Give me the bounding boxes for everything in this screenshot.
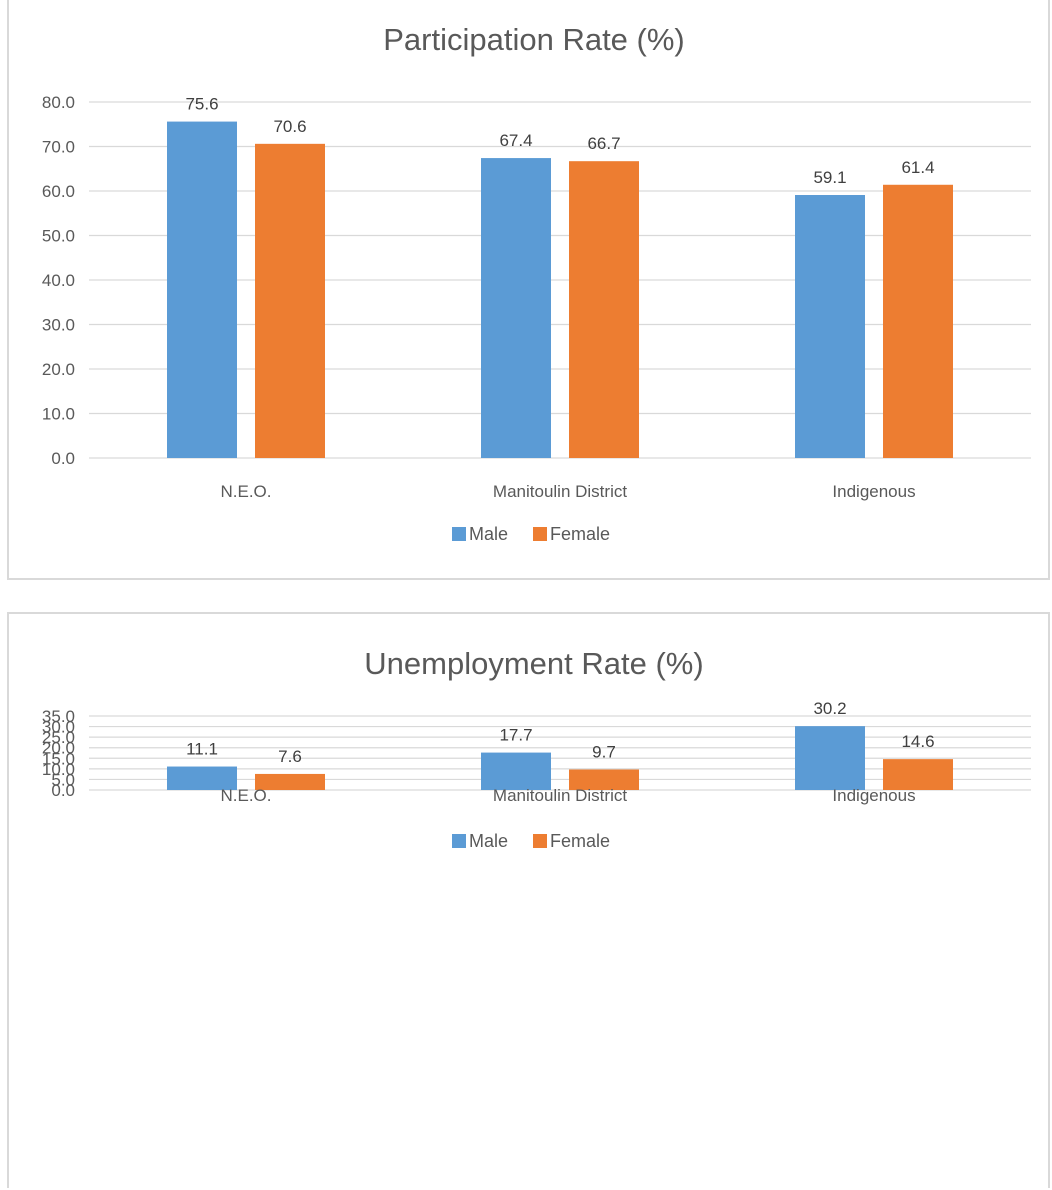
bar-female (255, 773, 325, 790)
bar-male (167, 766, 237, 790)
data-label: 66.7 (587, 134, 620, 153)
y-tick-label: 15.0 (42, 749, 75, 768)
legend-label: Male (469, 831, 508, 851)
category-label: N.E.O. (220, 786, 271, 805)
y-tick-label: 60.0 (42, 182, 75, 201)
category-label: Indigenous (832, 786, 915, 805)
bar-male (795, 195, 865, 458)
chart-title: Unemployment Rate (%) (364, 646, 703, 681)
y-tick-label: 0.0 (51, 449, 75, 468)
legend-label: Male (469, 524, 508, 544)
data-label: 59.1 (813, 168, 846, 187)
data-label: 14.6 (901, 732, 934, 751)
data-label: 17.7 (499, 726, 532, 745)
bar-female (255, 143, 325, 458)
y-tick-label: 70.0 (42, 138, 75, 157)
unemployment-rate-plot: Unemployment Rate (%) 0.05.010.015.020.0… (42, 646, 1031, 851)
category-label: Indigenous (832, 482, 915, 501)
y-tick-label: 20.0 (42, 739, 75, 758)
data-label: 7.6 (278, 747, 302, 766)
category-label: Manitoulin District (493, 786, 627, 805)
legend-label: Female (550, 524, 610, 544)
legend-swatch-male (452, 834, 466, 848)
bar-female (883, 759, 953, 790)
data-label: 70.6 (273, 117, 306, 136)
bar-female (569, 161, 639, 458)
y-tick-label: 5.0 (51, 770, 75, 789)
data-label: 67.4 (499, 131, 532, 150)
legend-swatch-female (533, 527, 547, 541)
category-label: Manitoulin District (493, 482, 627, 501)
y-tick-label: 20.0 (42, 360, 75, 379)
participation-rate-plot: Participation Rate (%) 0.0 10.0 20.0 30.0 40… (42, 22, 1031, 544)
legend-swatch-male (452, 527, 466, 541)
bar-male (481, 158, 551, 458)
y-tick-label: 30.0 (42, 316, 75, 335)
bar-female (883, 184, 953, 458)
chart-title: Participation Rate (%) (383, 22, 685, 57)
legend-swatch-female (533, 834, 547, 848)
data-label: 75.6 (185, 95, 218, 114)
y-tick-label: 10.0 (42, 405, 75, 424)
y-tick-label: 25.0 (42, 728, 75, 747)
y-tick-label: 50.0 (42, 227, 75, 246)
data-label: 11.1 (186, 740, 218, 759)
legend-label: Female (550, 831, 610, 851)
category-label: N.E.O. (220, 482, 271, 501)
participation-rate-chart: Participation Rate (%) 0.0 10.0 20.0 30.0 40… (7, 0, 1050, 580)
y-tick-label: 80.0 (42, 93, 75, 112)
bar-male (481, 752, 551, 790)
data-label: 30.2 (813, 699, 846, 718)
unemployment-rate-chart: Unemployment Rate (%) 0.0 5.0 10.0 15.0 20.0… (7, 612, 1050, 1188)
bar-male (795, 726, 865, 790)
data-label: 9.7 (592, 742, 616, 761)
data-label: 61.4 (901, 158, 934, 177)
y-tick-label: 10.0 (42, 760, 75, 779)
y-tick-label: 30.0 (42, 718, 75, 737)
bar-female (569, 769, 639, 790)
bar-male (167, 121, 237, 458)
y-tick-label: 35.0 (42, 707, 75, 726)
y-tick-label: 40.0 (42, 271, 75, 290)
y-tick-label: 0.0 (51, 781, 75, 800)
